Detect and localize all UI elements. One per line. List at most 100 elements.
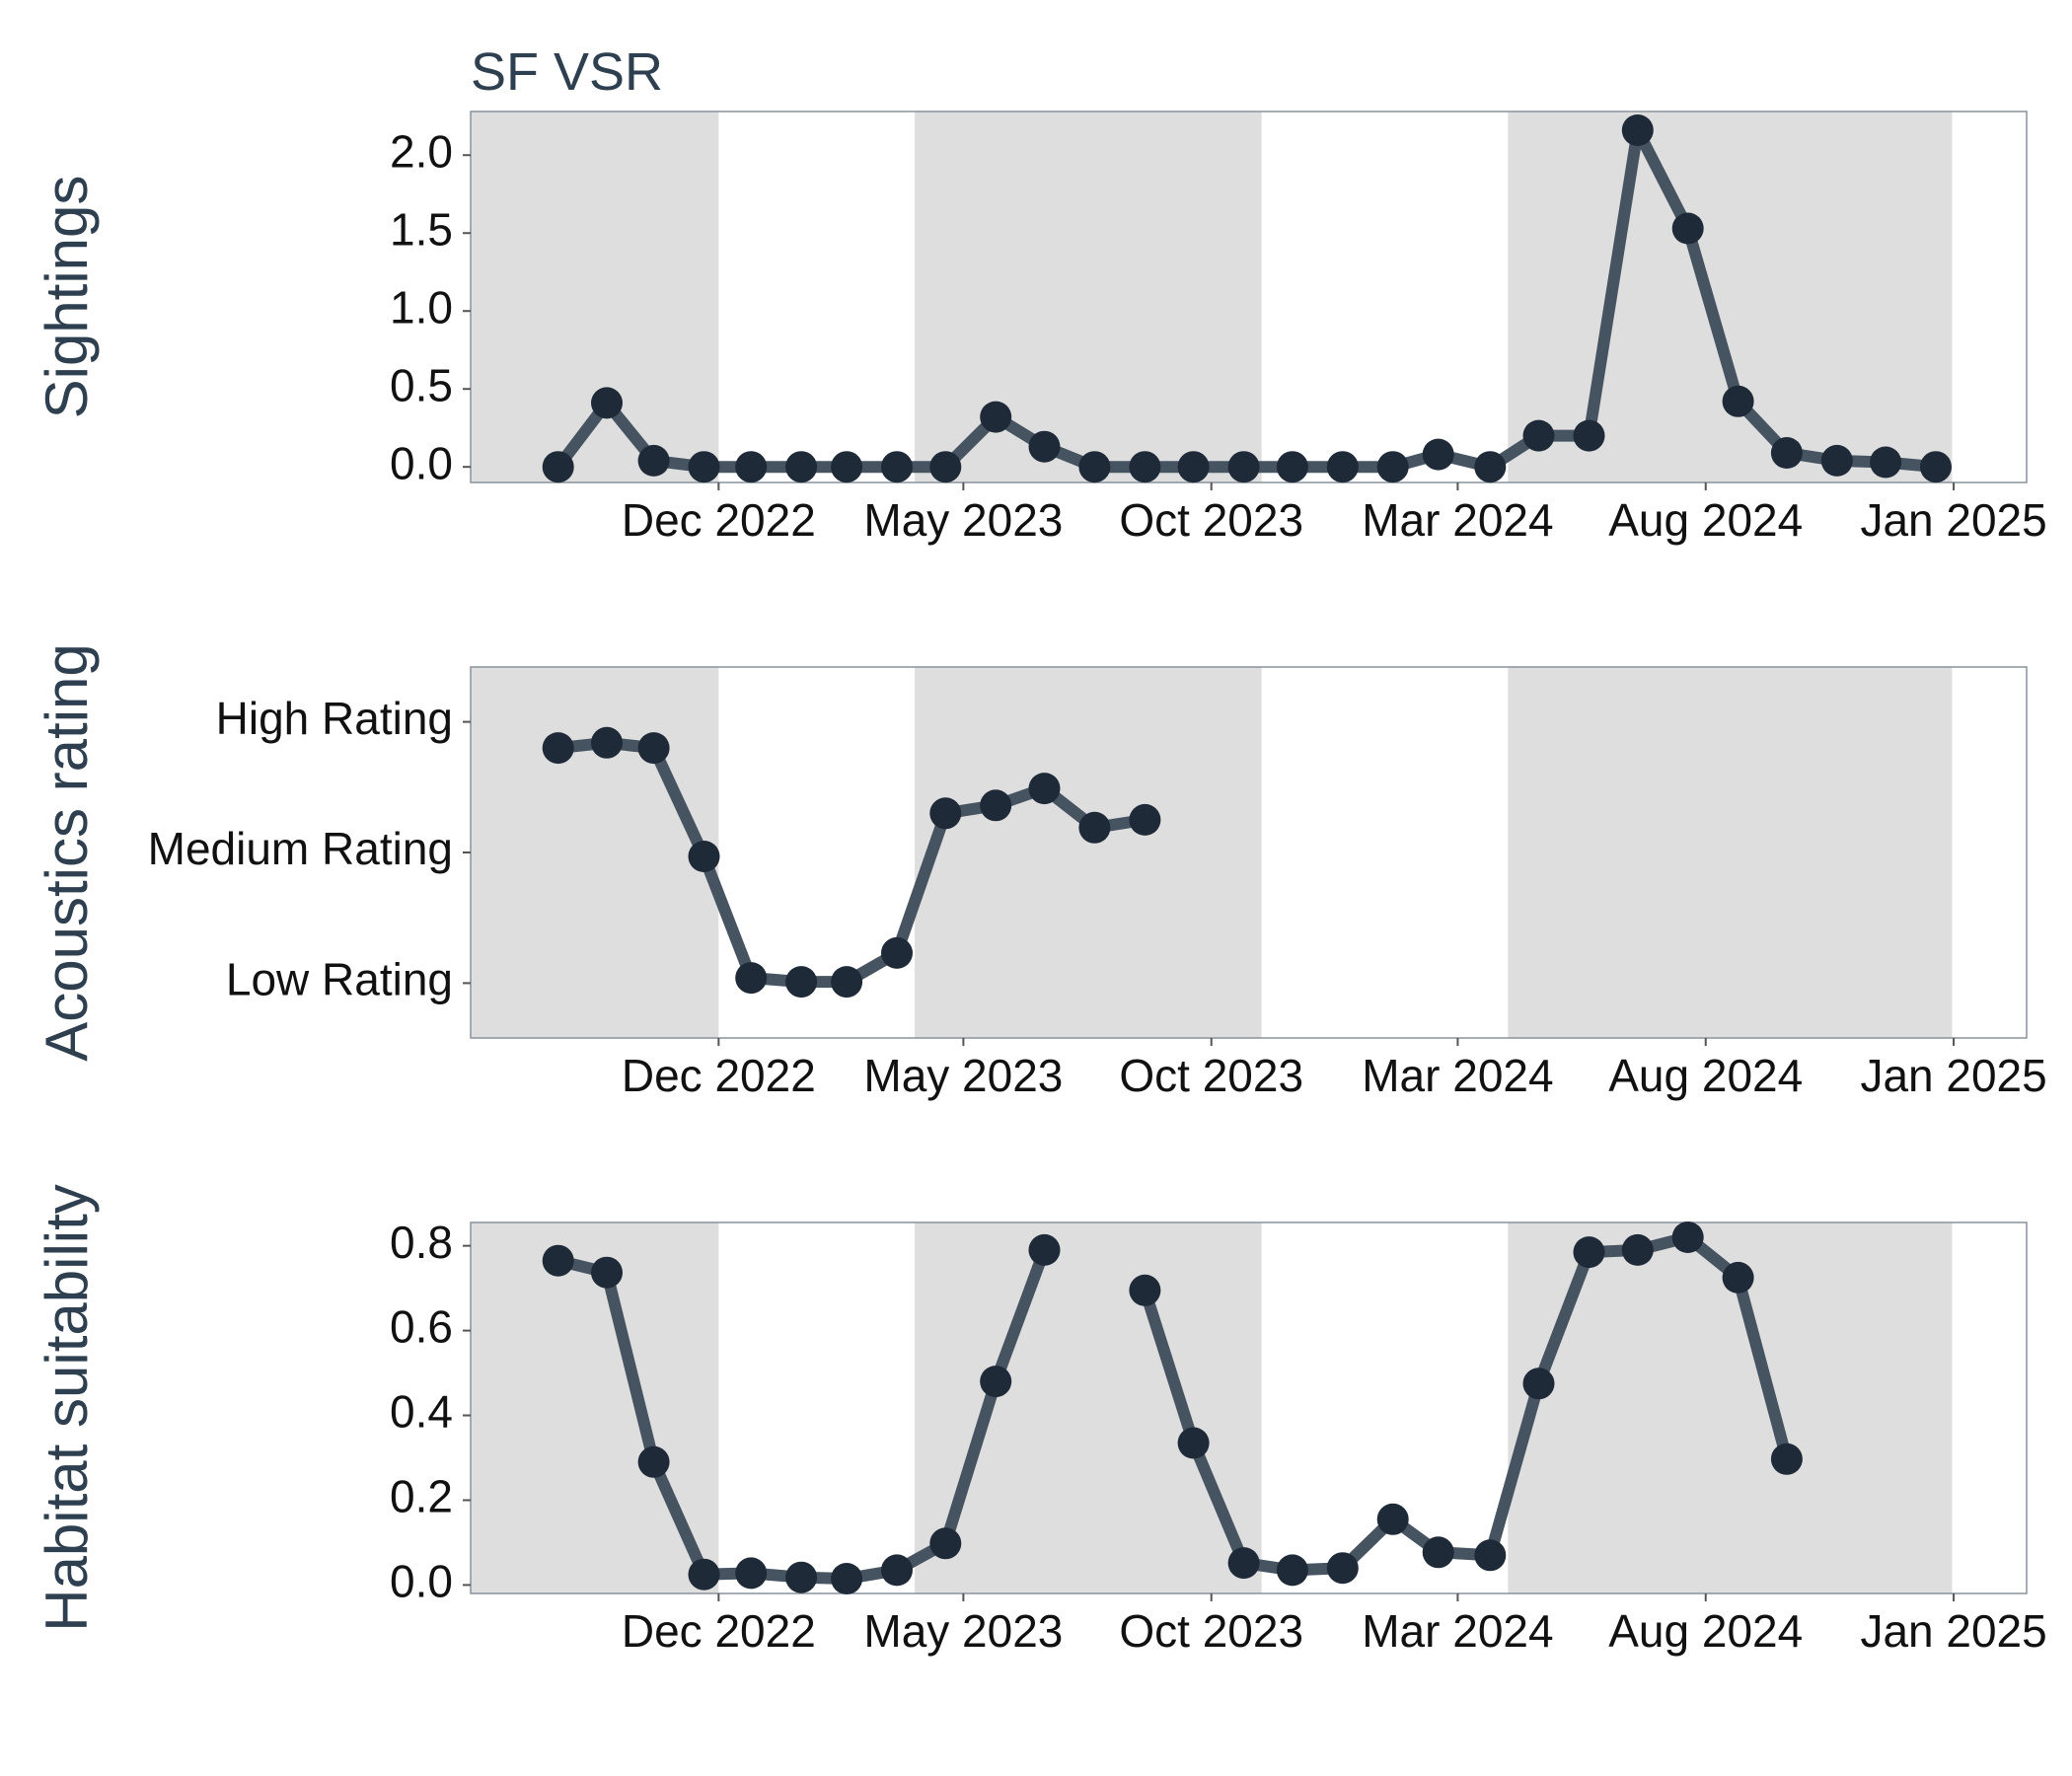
x-tick-label: Jan 2025 [1860, 1605, 2046, 1657]
data-point [929, 451, 962, 483]
data-point [591, 387, 623, 419]
data-point [881, 936, 913, 969]
series-points [542, 726, 1161, 999]
data-point [1770, 437, 1803, 469]
data-point [1028, 430, 1061, 463]
data-point [785, 451, 818, 483]
data-point [1376, 451, 1409, 483]
data-point [1671, 1221, 1704, 1253]
y-tick-label: 1.0 [390, 281, 453, 333]
data-point [1028, 773, 1061, 805]
shaded-period-1 [471, 1222, 719, 1593]
data-point [980, 789, 1012, 822]
data-point [1422, 1536, 1454, 1569]
x-tick-label: Jan 2025 [1860, 494, 2046, 546]
data-point [1671, 212, 1704, 245]
series-points [542, 1221, 1803, 1594]
y-axis-label: Acoustics rating [34, 643, 100, 1062]
chart-panel-1: SF VSR Sightings 0.0 0.5 1.0 1.5 2.0 Dec 2022 Ma… [34, 42, 2047, 546]
data-point [929, 1527, 962, 1560]
data-point [1474, 1539, 1507, 1572]
shaded-period-3 [1508, 111, 1953, 482]
data-point [1820, 444, 1853, 477]
shaded-periods [471, 667, 1953, 1038]
shaded-periods [471, 111, 1953, 482]
data-point [1276, 451, 1308, 483]
data-point [688, 841, 720, 872]
data-point [831, 1563, 863, 1594]
y-tick-label: 0.2 [390, 1471, 453, 1522]
shaded-period-2 [915, 667, 1262, 1038]
data-point [1770, 1443, 1803, 1475]
data-point [591, 726, 623, 759]
data-point [1621, 114, 1654, 146]
data-point [688, 451, 720, 483]
data-point [1129, 1274, 1161, 1306]
data-point [980, 401, 1012, 433]
x-tick-label: Mar 2024 [1362, 1050, 1553, 1101]
y-tick-label: Medium Rating [148, 823, 453, 874]
y-tick-label: 0.8 [390, 1217, 453, 1268]
data-point [637, 732, 670, 765]
data-point [1376, 1503, 1409, 1535]
shaded-period-3 [1508, 667, 1953, 1038]
chart-panel-3: Habitat suitability 0.0 0.2 0.4 0.6 0.8 Dec 20… [34, 1184, 2047, 1657]
y-tick-label: 0.5 [390, 359, 453, 410]
plot-frame [470, 1221, 2028, 1594]
data-point [1422, 438, 1454, 471]
y-tick-label: 1.5 [390, 203, 453, 255]
x-tick-label: Oct 2023 [1119, 1050, 1303, 1101]
data-point [688, 1558, 720, 1591]
data-point [735, 962, 768, 995]
data-point [1227, 451, 1260, 483]
x-tick-label: Oct 2023 [1119, 494, 1303, 546]
data-point [1920, 451, 1952, 483]
x-tick-label: May 2023 [863, 1050, 1063, 1101]
data-point [735, 1557, 768, 1590]
data-point [1078, 451, 1111, 483]
data-point [785, 1561, 818, 1593]
data-point [542, 451, 574, 483]
shaded-periods [471, 1222, 1953, 1593]
data-point [831, 451, 863, 483]
x-tick-label: Jan 2025 [1860, 1050, 2046, 1101]
x-tick-label: Mar 2024 [1362, 494, 1553, 546]
x-tick-label: Aug 2024 [1608, 1605, 1803, 1657]
x-tick-label: Aug 2024 [1608, 494, 1803, 546]
data-point [1078, 811, 1111, 844]
y-tick-label: 0.0 [390, 1556, 453, 1607]
data-point [881, 1554, 913, 1587]
x-tick-label: Dec 2022 [622, 494, 816, 546]
data-point [1276, 1554, 1308, 1587]
x-tick-label: May 2023 [863, 494, 1063, 546]
x-tick-label: Oct 2023 [1119, 1605, 1303, 1657]
data-point [735, 451, 768, 483]
y-tick-label: 2.0 [390, 125, 453, 177]
y-tick-label: Low Rating [226, 954, 453, 1005]
data-point [1722, 385, 1754, 417]
data-point [1870, 446, 1902, 479]
data-point [929, 797, 962, 830]
data-point [637, 1445, 670, 1478]
y-tick-label: 0.0 [390, 437, 453, 488]
data-point [1129, 803, 1161, 836]
data-point [1474, 451, 1507, 483]
x-tick-label: Aug 2024 [1608, 1050, 1803, 1101]
data-point [1573, 1236, 1605, 1269]
x-tick-label: Mar 2024 [1362, 1605, 1553, 1657]
x-tick-label: Dec 2022 [622, 1605, 816, 1657]
shaded-period-1 [471, 667, 719, 1038]
y-tick-label: High Rating [216, 693, 453, 744]
data-point [831, 966, 863, 999]
data-point [1227, 1547, 1260, 1580]
data-point [1522, 1368, 1555, 1400]
chart-panel-2: Acoustics rating Low Rating Medium Rating H… [34, 643, 2047, 1101]
data-point [637, 444, 670, 477]
data-point [881, 451, 913, 483]
y-axis-label: Sightings [34, 176, 100, 419]
data-point [542, 732, 574, 765]
plot-frame [470, 111, 2028, 483]
y-axis-label: Habitat suitability [34, 1184, 100, 1632]
data-point [591, 1256, 623, 1289]
